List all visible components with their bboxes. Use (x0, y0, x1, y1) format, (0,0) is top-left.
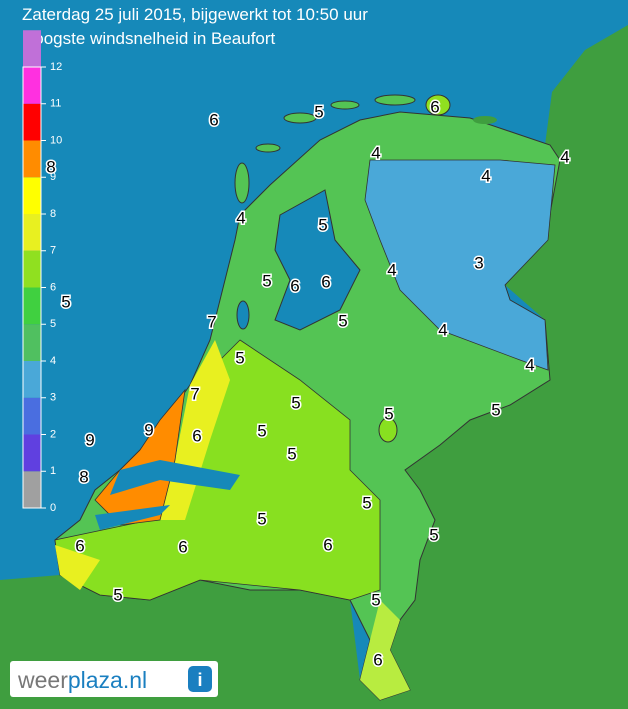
wind-label: 5 (235, 348, 244, 367)
wind-label: 9 (85, 430, 94, 449)
title: Zaterdag 25 juli 2015, bijgewerkt tot 10… (22, 5, 368, 24)
legend-tick-label: 0 (50, 502, 56, 514)
wind-label: 4 (371, 143, 380, 162)
wind-label: 5 (113, 585, 122, 604)
wind-label: 5 (291, 393, 300, 412)
wind-label: 5 (429, 525, 438, 544)
wind-label: 6 (192, 426, 201, 445)
wind-label: 5 (257, 421, 266, 440)
wind-label: 6 (290, 276, 299, 295)
logo-box (10, 661, 218, 697)
legend-swatch (23, 250, 41, 288)
wind-label: 6 (373, 650, 382, 669)
wind-label: 4 (438, 320, 447, 339)
zone-7-west (55, 545, 100, 590)
logo-part: weer (17, 667, 68, 693)
logo-icon (188, 666, 212, 692)
wind-label: 8 (46, 157, 55, 176)
wind-label: 6 (323, 535, 332, 554)
legend-swatch (23, 103, 41, 141)
legend-swatch (23, 214, 41, 251)
wind-label: 5 (314, 102, 323, 121)
logo-part: plaza.nl (68, 667, 147, 693)
wind-label: 4 (236, 208, 245, 227)
island (425, 94, 451, 116)
legend-tick-label: 2 (50, 428, 56, 440)
neighbour-land (0, 25, 628, 709)
wind-label: 5 (338, 311, 347, 330)
island-zone (378, 417, 398, 443)
wind-label: 6 (321, 272, 330, 291)
island (234, 162, 250, 204)
legend-swatch (23, 434, 41, 472)
legend-tick-label: 10 (50, 134, 62, 146)
wind-label: 4 (481, 166, 490, 185)
legend-tick-label: 12 (50, 61, 62, 73)
legend-swatch (23, 177, 41, 214)
lake (236, 300, 250, 330)
wind-label: 4 (387, 260, 396, 279)
legend-tick-label: 1 (50, 465, 56, 477)
estuary (110, 460, 240, 495)
legend-swatch (23, 287, 41, 325)
legend-tick-label: 11 (50, 98, 61, 110)
legend-swatch (23, 324, 41, 361)
wind-label: 6 (209, 110, 218, 129)
wind-label: 5 (318, 215, 327, 234)
logo-icon-text: i (197, 670, 202, 690)
wind-label: 5 (362, 493, 371, 512)
wind-label: 3 (474, 253, 483, 272)
legend-swatch (23, 140, 41, 178)
legend-swatch (23, 67, 41, 104)
island (374, 94, 416, 106)
wind-label: 9 (144, 420, 153, 439)
wind-label: 6 (178, 537, 187, 556)
island (255, 143, 281, 153)
wind-label: 8 (79, 467, 88, 486)
wind-label: 7 (207, 312, 216, 331)
wind-label: 5 (287, 444, 296, 463)
subtitle: Hoogste windsnelheid in Beaufort (22, 29, 276, 48)
legend-swatch (23, 361, 41, 398)
wind-label: 5 (371, 590, 380, 609)
zone-4 (364, 159, 556, 371)
zone-6-south (360, 600, 410, 700)
legend-tick-label: 3 (50, 392, 56, 404)
estuary (95, 505, 170, 530)
legend-swatch (23, 30, 41, 67)
wind-label: 4 (560, 147, 569, 166)
legend-tick-label: 5 (50, 318, 56, 330)
ijsselmeer (274, 189, 361, 331)
island (283, 112, 317, 124)
wind-label: 5 (491, 400, 500, 419)
wind-label: 5 (262, 271, 271, 290)
logo-text: weerplaza.nl (17, 667, 147, 693)
island (330, 100, 360, 110)
legend-swatch (23, 397, 41, 435)
wind-label: 6 (75, 536, 84, 555)
island (473, 116, 497, 124)
legend-tick-label: 9 (50, 171, 56, 183)
logo: weerplaza.nl i (10, 661, 218, 697)
legend-tick-label: 8 (50, 208, 56, 220)
legend-tick-label: 4 (50, 355, 56, 367)
legend-swatch (23, 471, 41, 508)
legend-tick-label: 7 (50, 245, 56, 257)
wind-label: 4 (525, 355, 534, 374)
wind-label: 6 (430, 97, 439, 116)
wind-label: 5 (61, 292, 70, 311)
wind-label: 5 (384, 404, 393, 423)
wind-label: 5 (257, 509, 266, 528)
legend-tick-label: 6 (50, 281, 56, 293)
wind-label: 7 (190, 384, 199, 403)
